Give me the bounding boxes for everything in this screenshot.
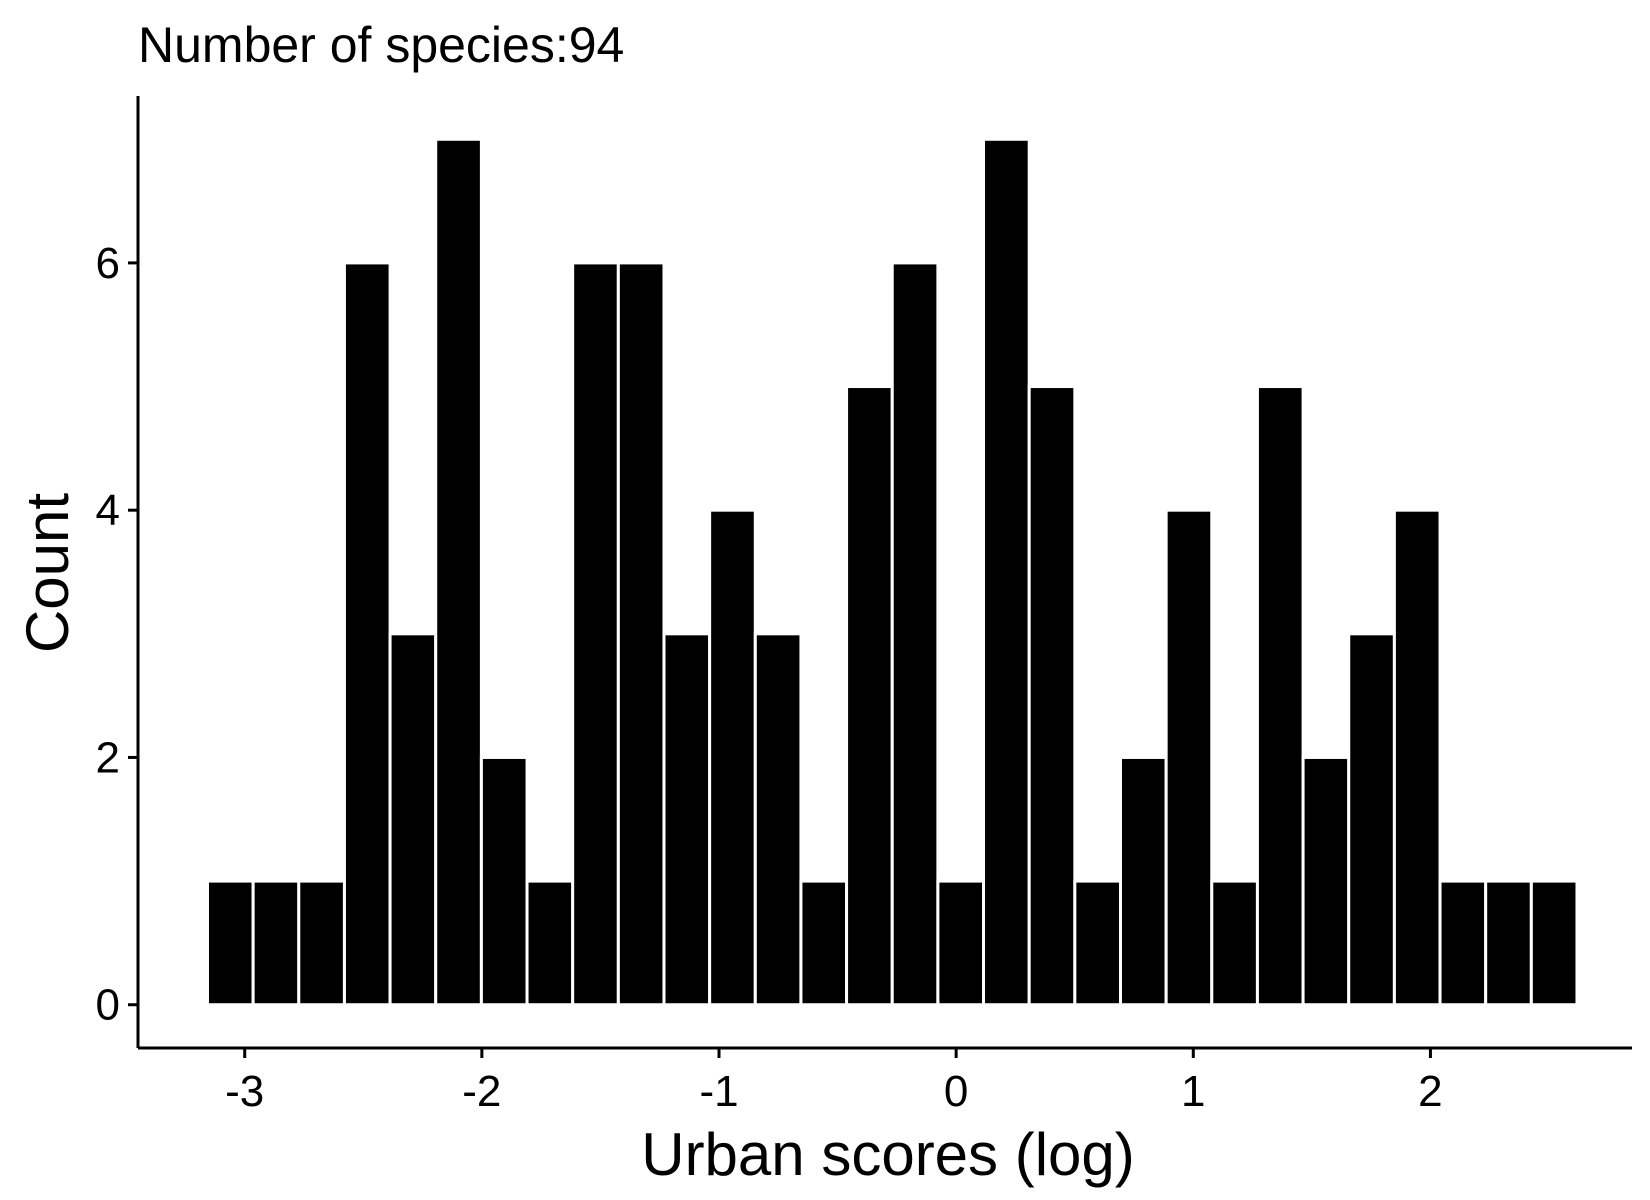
histogram-bar <box>890 261 940 1007</box>
y-tick-label: 2 <box>96 733 120 782</box>
x-tick-label: -2 <box>462 1067 501 1116</box>
x-tick-label: -3 <box>225 1067 264 1116</box>
histogram-bar <box>1484 879 1533 1007</box>
histogram-bar <box>662 632 712 1007</box>
histogram-bar <box>1529 879 1579 1007</box>
y-tick-label: 4 <box>96 486 120 535</box>
histogram-bar <box>708 508 757 1007</box>
histogram-bar <box>1073 879 1122 1007</box>
histogram-bar <box>799 879 849 1007</box>
histogram-bar <box>1392 508 1442 1007</box>
histogram-bar <box>845 385 894 1007</box>
histogram-bar <box>1118 755 1168 1007</box>
histogram-bar <box>616 261 666 1007</box>
histogram-bar <box>434 137 483 1007</box>
histogram-bar <box>1210 879 1259 1007</box>
histogram-bar <box>388 632 438 1007</box>
histogram-bar <box>479 755 529 1007</box>
histogram-bar <box>205 879 255 1007</box>
histogram-bar <box>1301 755 1351 1007</box>
x-tick-label: 1 <box>1181 1067 1205 1116</box>
chart-title: Number of species:94 <box>138 17 624 73</box>
x-axis-title: Urban scores (log) <box>641 1121 1135 1188</box>
histogram-bar <box>1347 632 1396 1007</box>
histogram-bar <box>1027 385 1077 1007</box>
y-axis-title: Count <box>14 493 81 653</box>
histogram-bar <box>297 879 346 1007</box>
histogram-bar <box>753 632 803 1007</box>
histogram-bar <box>982 137 1031 1007</box>
y-axis-ticks: 0 2 4 6 <box>96 239 138 1030</box>
histogram-bar <box>251 879 301 1007</box>
histogram-bar <box>1255 385 1305 1007</box>
histogram-bar <box>1164 508 1214 1007</box>
y-tick-label: 0 <box>96 981 120 1030</box>
x-tick-label: -1 <box>699 1067 738 1116</box>
x-axis-ticks: -3 -2 -1 0 1 2 <box>225 1048 1443 1116</box>
histogram-bar <box>525 879 575 1007</box>
x-tick-label: 2 <box>1418 1067 1442 1116</box>
x-tick-label: 0 <box>944 1067 968 1116</box>
histogram-bar <box>571 261 620 1007</box>
y-tick-label: 6 <box>96 239 120 288</box>
histogram-bar <box>1438 879 1488 1007</box>
histogram-bar <box>342 261 392 1007</box>
histogram-bar <box>936 879 986 1007</box>
bars-group <box>205 137 1579 1007</box>
